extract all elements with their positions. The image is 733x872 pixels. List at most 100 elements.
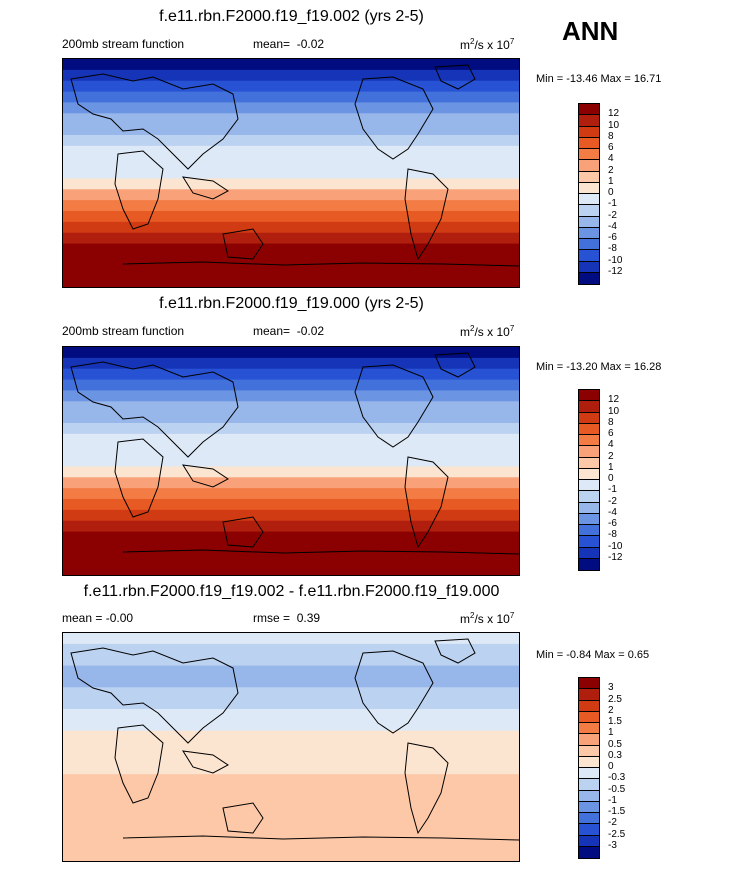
colorbar-tick-label: 2 [608,450,614,462]
panel1-lat-band [63,69,519,82]
coastline [122,549,519,555]
panel1-lat-band [63,91,519,104]
panel2-field-svg [63,347,519,575]
colorbar-swatch [579,558,599,570]
panel3-lat-band [63,785,519,797]
colorbar-tick-label: -2 [608,817,617,829]
panel2-lat-band [63,444,519,457]
panel3-lat-band [63,676,519,688]
coastline [182,176,229,200]
coastline [434,638,476,664]
panel3-lat-band [63,665,519,678]
panel2-lat-band [63,357,519,370]
colorbar-swatch [579,216,599,228]
panel2-lat-band [63,509,519,522]
season-label: ANN [562,16,619,46]
colorbar-swatch [579,513,599,525]
panel1-lat-band [63,124,519,136]
panel1-lat-band [63,243,519,256]
panel3-minmax: Min = -0.84 Max = 0.65 [536,649,650,661]
panel3-lat-band [63,698,519,710]
colorbar-swatch [579,480,599,492]
panel3-lat-band [63,828,519,840]
panel3-stat: rmse = 0.39 [253,611,320,625]
colorbar-swatch [579,171,599,183]
colorbar-tick-label: 0 [608,761,614,772]
colorbar-swatch [579,435,599,447]
panel1-lat-band [63,189,519,201]
panel3-lat-band [63,774,519,786]
colorbar-swatch [579,711,599,723]
panel3-lat-band [63,752,519,764]
colorbar-tick-label: 0 [608,187,614,198]
panel1-lat-band [63,167,519,180]
colorbar-swatch [579,779,599,791]
colorbar-tick-label: 12 [608,394,620,406]
panel2-lat-band [63,531,519,544]
panel3-field-svg [63,633,519,861]
panel2-minmax: Min = -13.20 Max = 16.28 [536,361,662,373]
colorbar-tick-label: 8 [608,416,614,428]
colorbar-swatch [579,126,599,138]
panel2-stat-label: mean= [253,324,291,338]
colorbar-tick-label: -12 [608,265,623,277]
panel2-lat-band [63,401,519,413]
colorbar-swatch [579,412,599,424]
panel3-lat-band [63,806,519,819]
panel1-lat-band [63,254,519,266]
coastline [404,456,449,549]
panel3-lat-band [63,654,519,667]
panel1-lat-band [63,80,519,93]
panel3-title: f.e11.rbn.F2000.f19_f19.002 - f.e11.rbn.… [83,583,500,600]
panel3-lat-band [63,643,519,656]
colorbar-tick-label: -8 [608,529,617,541]
coastline [182,464,229,488]
panel2-lat-band [63,499,519,511]
colorbar-tick-label: -2 [608,495,617,507]
coastline [70,361,239,458]
panel2-lat-band [63,368,519,381]
panel2-title: f.e11.rbn.F2000.f19_f19.000 (yrs 2-5) [159,295,424,312]
panel1-title: f.e11.rbn.F2000.f19_f19.002 (yrs 2-5) [159,8,424,25]
panel1-stat-value: -0.02 [296,37,325,51]
colorbar-tick-label: -0.5 [608,783,626,795]
panel2-lat-band [63,390,519,402]
colorbar-swatch [579,205,599,217]
panel1-lat-band [63,102,519,114]
panel2-map [62,346,520,576]
panel2-stat-value: -0.02 [296,324,325,338]
colorbar-tick-label: 1 [608,461,614,473]
colorbar-tick-label: 0.5 [608,738,622,750]
colorbar-tick-label: -1 [608,198,617,210]
coastline [434,352,476,378]
colorbar-swatch [579,149,599,161]
colorbar-swatch [579,401,599,413]
colorbar-swatch [579,115,599,127]
panel2-lat-band [63,466,519,478]
colorbar-tick-label: 8 [608,130,614,142]
panel1-lat-band [63,59,519,71]
panel2-lat-band [63,433,519,446]
colorbar-swatch [579,846,599,858]
panel1-lat-band [63,178,519,190]
colorbar-tick-label: 10 [608,119,620,131]
panel3-stat-value: 0.39 [296,611,321,625]
colorbar-swatch [579,756,599,768]
colorbar-swatch [579,160,599,172]
colorbar-swatch [579,801,599,813]
panel1-field-svg [63,59,519,287]
coastline [354,76,434,160]
colorbar-swatch [579,446,599,458]
coastline [114,438,164,518]
colorbar-tick-label: -6 [608,518,617,529]
panel2-lat-band [63,542,519,554]
colorbar-tick-label: -4 [608,220,617,232]
colorbar-swatch [579,768,599,780]
panel2-lat-band [63,423,519,435]
colorbar-tick-label: 2 [608,164,614,176]
coastline [222,516,264,548]
colorbar-tick-label: -3 [608,839,617,851]
panel2-lat-band [63,477,519,489]
coastline [70,647,239,744]
colorbar-swatch [579,182,599,194]
